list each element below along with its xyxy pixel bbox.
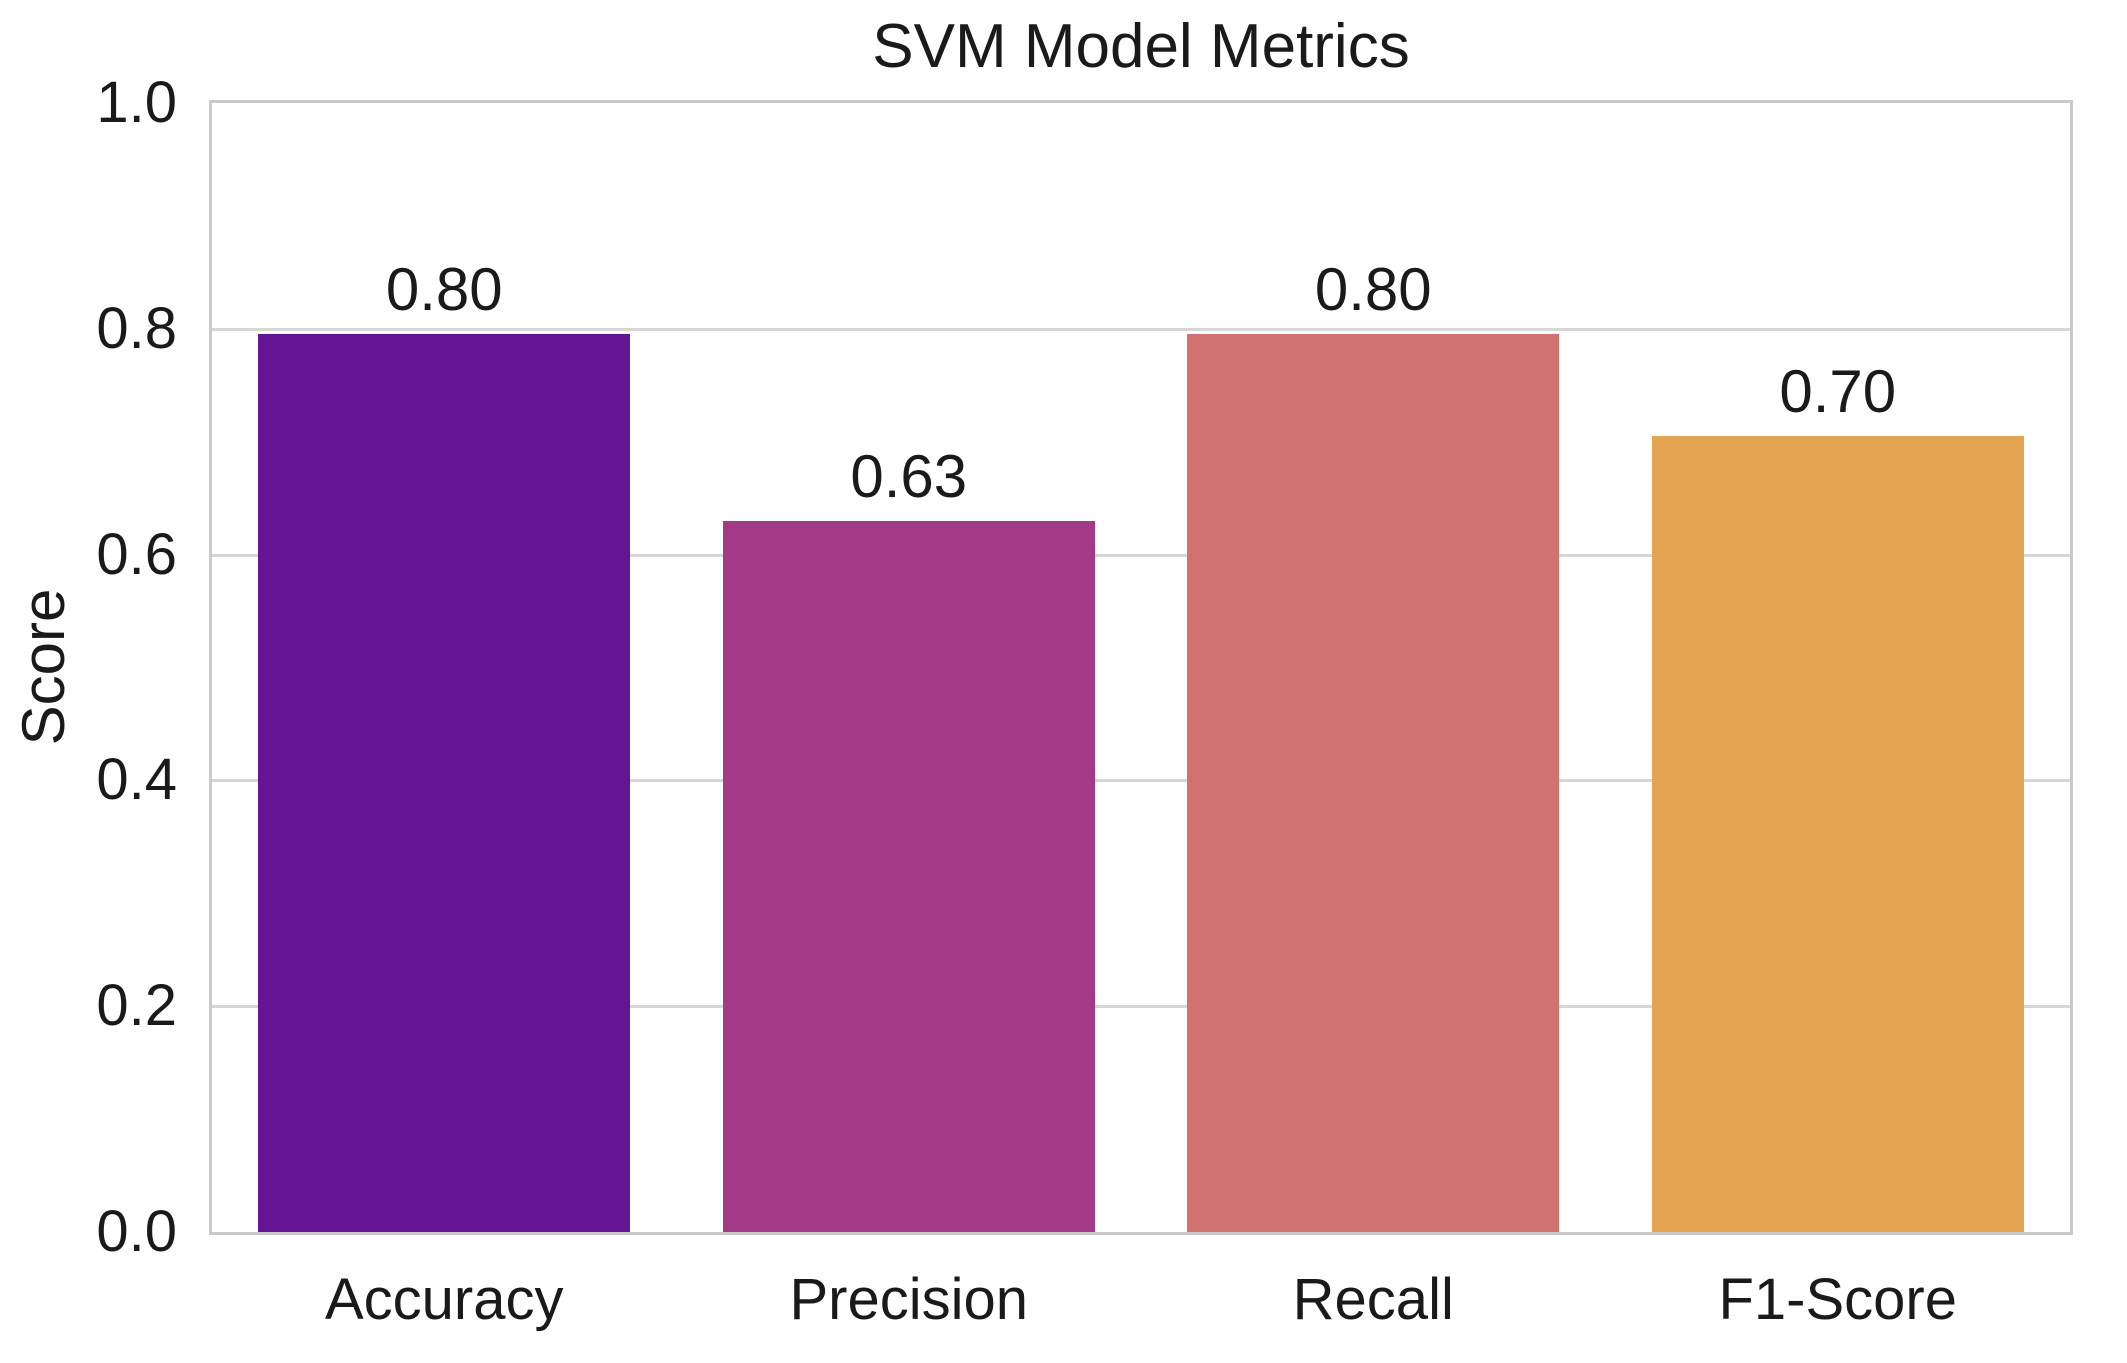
- x-tick-label: F1-Score: [1718, 1267, 1958, 1332]
- y-axis-label: Score: [10, 588, 77, 746]
- bar-precision: [722, 520, 1095, 1232]
- x-tick-label: Precision: [789, 1267, 1029, 1332]
- y-tick-label: 0.8: [96, 295, 177, 361]
- gridline: [212, 327, 2070, 331]
- y-tick-label: 0.4: [96, 747, 177, 813]
- bar-value-label: 0.80: [385, 256, 503, 324]
- y-tick-label: 1.0: [96, 70, 177, 135]
- y-tick-label: 0.6: [96, 521, 177, 587]
- bar-recall: [1187, 334, 1560, 1232]
- bar-accuracy: [258, 334, 631, 1232]
- bar-value-label: 0.80: [1314, 256, 1432, 324]
- chart-title: SVM Model Metrics: [872, 12, 1410, 81]
- x-tick-label: Accuracy: [324, 1267, 564, 1332]
- bar-value-label: 0.63: [850, 442, 968, 510]
- x-tick-label: Recall: [1292, 1267, 1454, 1332]
- plot-area: 0.80 0.63 0.80 0.70: [209, 100, 2073, 1235]
- gridline: [212, 779, 2070, 783]
- gridline: [212, 553, 2070, 557]
- y-tick-label: 0.2: [96, 973, 177, 1039]
- gridline: [212, 1005, 2070, 1009]
- bar-f1-score: [1651, 436, 2024, 1232]
- bar-value-label: 0.70: [1779, 358, 1897, 426]
- y-tick-label: 0.0: [96, 1199, 177, 1264]
